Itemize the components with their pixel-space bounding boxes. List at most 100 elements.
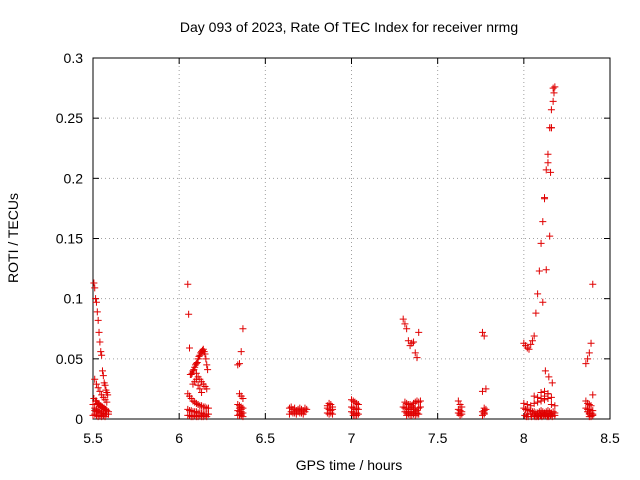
data-point — [202, 355, 210, 363]
data-point — [185, 310, 193, 318]
data-point — [530, 399, 538, 407]
data-point — [187, 370, 195, 378]
data-point — [527, 340, 535, 348]
y-axis-title: ROTI / TECUs — [5, 193, 21, 283]
data-point — [94, 316, 102, 324]
data-point — [96, 338, 104, 346]
data-point — [203, 361, 211, 369]
data-point — [528, 337, 536, 345]
y-tick-label: 0 — [75, 411, 83, 427]
y-tick-label: 0.25 — [56, 110, 83, 126]
data-point — [547, 393, 555, 401]
data-point — [408, 339, 416, 347]
data-point — [415, 398, 423, 406]
data-point — [292, 410, 300, 418]
data-point — [99, 372, 107, 380]
data-point — [411, 349, 419, 357]
data-point — [547, 411, 555, 419]
data-point — [187, 407, 195, 415]
data-point — [537, 239, 545, 247]
data-point — [534, 393, 542, 401]
data-point — [521, 411, 529, 419]
data-point — [196, 385, 204, 393]
data-point — [454, 397, 462, 405]
data-point — [589, 391, 597, 399]
data-point — [285, 410, 293, 418]
data-point — [544, 159, 552, 167]
data-point — [201, 350, 209, 358]
data-point — [234, 361, 242, 369]
data-point — [532, 309, 540, 317]
x-tick-label: 8 — [520, 430, 528, 446]
data-point — [551, 402, 559, 410]
data-point — [104, 391, 112, 399]
data-point — [354, 410, 362, 418]
data-point — [296, 409, 304, 417]
data-point — [94, 384, 102, 392]
roti-data-points — [89, 83, 597, 421]
data-point — [105, 408, 113, 416]
data-point — [539, 298, 547, 306]
data-point — [589, 280, 597, 288]
data-point — [95, 328, 103, 336]
data-point — [203, 385, 211, 393]
data-point — [478, 328, 486, 336]
y-tick-label: 0.15 — [56, 231, 83, 247]
data-point — [545, 373, 553, 381]
data-point — [587, 339, 595, 347]
data-point — [542, 266, 550, 274]
data-point — [353, 411, 361, 419]
x-tick-labels: 5.5 6 6.5 7 7.5 8 8.5 — [83, 430, 620, 446]
data-point — [103, 398, 111, 406]
data-point — [582, 360, 590, 368]
data-point — [544, 390, 552, 398]
data-point — [194, 401, 202, 409]
data-point — [192, 369, 200, 377]
data-point — [101, 381, 109, 389]
data-point — [96, 387, 104, 395]
data-point — [237, 411, 245, 419]
y-tick-label: 0.2 — [64, 170, 84, 186]
data-point — [403, 325, 411, 333]
data-point — [535, 267, 543, 275]
data-point — [201, 411, 209, 419]
data-point — [239, 395, 247, 403]
data-point — [184, 280, 192, 288]
data-point — [198, 346, 206, 354]
data-point — [198, 389, 206, 397]
data-point — [547, 106, 555, 114]
data-point — [547, 168, 555, 176]
x-axis-title: GPS time / hours — [296, 457, 403, 473]
data-point — [237, 348, 245, 356]
data-point — [525, 345, 533, 353]
data-point — [537, 389, 545, 397]
data-point — [551, 83, 559, 91]
data-point — [478, 411, 486, 419]
data-point — [549, 84, 557, 92]
data-point — [92, 298, 100, 306]
data-point — [542, 166, 550, 174]
data-point — [91, 284, 99, 292]
data-point — [103, 407, 111, 415]
y-tick-labels: 0 0.05 0.1 0.15 0.2 0.25 0.3 — [56, 50, 83, 427]
data-point — [90, 279, 98, 287]
data-point — [539, 218, 547, 226]
x-tick-label: 7.5 — [428, 430, 448, 446]
data-point — [399, 315, 407, 323]
data-point — [523, 344, 531, 352]
data-point — [98, 351, 106, 359]
data-point — [203, 413, 211, 421]
x-tick-label: 5.5 — [83, 430, 103, 446]
data-point — [327, 409, 335, 417]
data-point — [97, 348, 105, 356]
data-point — [289, 409, 297, 417]
data-point — [584, 355, 592, 363]
data-point — [587, 413, 595, 421]
data-point — [91, 375, 99, 383]
data-point — [198, 402, 206, 410]
data-point — [541, 195, 549, 203]
data-point — [547, 124, 555, 132]
x-tick-label: 6.5 — [256, 430, 276, 446]
data-point — [546, 232, 554, 240]
data-point — [415, 328, 423, 336]
